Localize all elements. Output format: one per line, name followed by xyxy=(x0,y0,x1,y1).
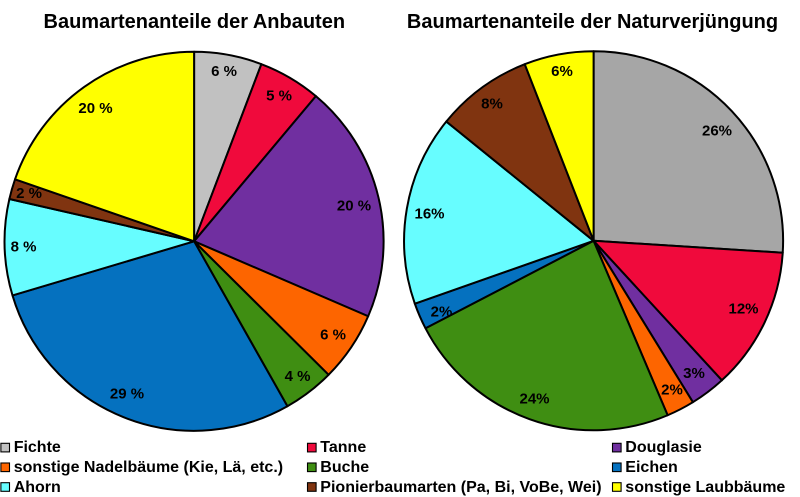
svg-text:2 %: 2 % xyxy=(16,185,42,202)
svg-text:20 %: 20 % xyxy=(337,198,371,215)
svg-text:6 %: 6 % xyxy=(211,63,237,80)
svg-text:2%: 2% xyxy=(661,382,683,399)
svg-text:4 %: 4 % xyxy=(285,368,311,385)
svg-text:5 %: 5 % xyxy=(266,88,292,105)
svg-text:16%: 16% xyxy=(414,206,444,223)
svg-text:sonstige Laubbäume: sonstige Laubbäume xyxy=(625,479,785,496)
svg-text:3%: 3% xyxy=(683,365,705,382)
svg-text:Pionierbaumarten (Pa, Bi, VoBe: Pionierbaumarten (Pa, Bi, VoBe, Wei) xyxy=(320,479,601,496)
svg-text:Eichen: Eichen xyxy=(625,459,677,476)
svg-text:Baumartenanteile der Naturverj: Baumartenanteile der Naturverjüngung xyxy=(407,11,778,33)
svg-text:8%: 8% xyxy=(481,96,503,113)
svg-text:Tanne: Tanne xyxy=(320,439,366,456)
svg-text:24%: 24% xyxy=(519,391,549,408)
svg-text:Fichte: Fichte xyxy=(14,439,61,456)
svg-text:Douglasie: Douglasie xyxy=(625,439,702,456)
svg-text:26%: 26% xyxy=(702,123,732,140)
svg-text:6 %: 6 % xyxy=(320,327,346,344)
svg-text:29 %: 29 % xyxy=(110,386,144,403)
svg-text:20 %: 20 % xyxy=(78,100,112,117)
svg-text:8 %: 8 % xyxy=(11,239,37,256)
svg-text:sonstige Nadelbäume (Kie, Lä,: sonstige Nadelbäume (Kie, Lä, etc.) xyxy=(14,459,283,476)
svg-text:2%: 2% xyxy=(431,304,453,321)
svg-text:Baumartenanteile der Anbauten: Baumartenanteile der Anbauten xyxy=(44,11,346,33)
svg-text:Buche: Buche xyxy=(320,459,369,476)
svg-text:12%: 12% xyxy=(728,301,758,318)
svg-text:Ahorn: Ahorn xyxy=(14,479,61,496)
svg-text:6%: 6% xyxy=(551,63,573,80)
